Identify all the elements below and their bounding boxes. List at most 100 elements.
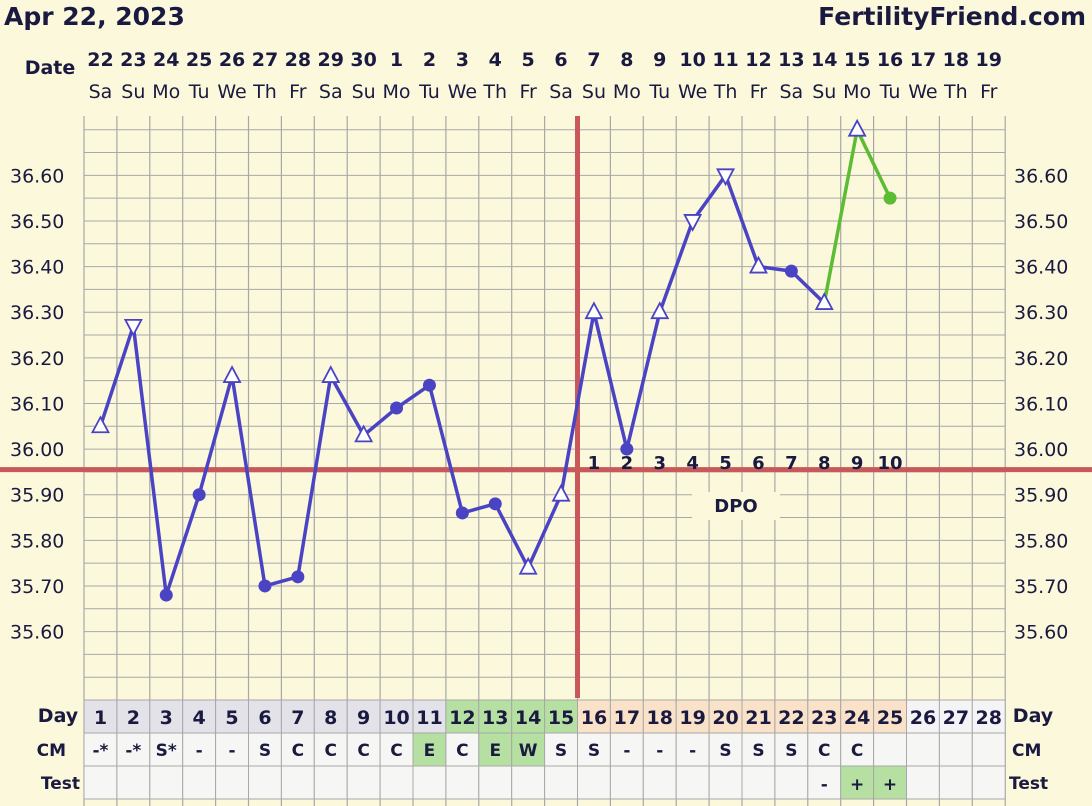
day-cell	[215, 699, 250, 734]
day-number: 2	[127, 707, 140, 729]
y-tick-right: 36.00	[1014, 439, 1068, 461]
day-number: 23	[811, 707, 837, 729]
day-cell	[445, 699, 480, 734]
cm-cell	[215, 732, 250, 767]
temperature-point	[620, 442, 634, 456]
y-tick-right: 36.30	[1014, 302, 1068, 324]
y-tick-right: 35.90	[1014, 485, 1068, 507]
dpo-number: 10	[878, 453, 903, 474]
day-number: 28	[976, 707, 1002, 729]
cm-value: -*	[92, 741, 108, 761]
temperature-point-open	[716, 168, 736, 187]
cm-value: C	[357, 741, 369, 761]
weekday-label: Tu	[418, 81, 440, 103]
test-cell	[708, 765, 743, 800]
day-cell	[313, 699, 348, 734]
cm-value: -	[229, 741, 236, 761]
day-number: 22	[778, 707, 804, 729]
weekday-label: Fr	[750, 81, 768, 103]
date-label: 17	[910, 49, 936, 71]
date-label: 5	[522, 49, 535, 71]
date-label: 10	[679, 49, 705, 71]
date-label: 9	[653, 49, 666, 71]
test-cell	[215, 765, 250, 800]
date-label: 8	[620, 49, 633, 71]
chart-lines	[0, 116, 1092, 698]
temperature-point-open	[222, 365, 242, 383]
weekday-label: Th	[252, 81, 277, 103]
cm-value: S*	[156, 741, 177, 761]
cm-value: C	[292, 741, 304, 761]
date-label: 12	[745, 49, 771, 71]
day-number: 21	[745, 707, 771, 729]
y-tick-left: 36.50	[10, 211, 64, 233]
day-number: 24	[844, 707, 870, 729]
test-cell	[478, 765, 513, 800]
date-label: 24	[153, 49, 179, 71]
date-label: 18	[943, 49, 969, 71]
test-cell	[544, 765, 578, 800]
y-axis-ticks: 36.60 36.60 36.50 36.50 36.40 36.40 36.30 36.30…	[10, 165, 1068, 643]
y-tick-left: 36.60	[10, 165, 64, 187]
y-tick-left: 36.20	[10, 348, 64, 370]
day-cell	[675, 699, 710, 734]
cm-cell	[873, 732, 907, 767]
cm-cell	[741, 732, 776, 767]
weekday-label: Su	[352, 81, 376, 103]
test-cell	[511, 765, 546, 800]
date-label: 14	[811, 49, 837, 71]
cm-value: C	[390, 741, 402, 761]
test-cell	[741, 765, 776, 800]
weekday-label: Th	[943, 81, 968, 103]
weekday-label: Tu	[879, 81, 901, 103]
cm-cell	[313, 732, 348, 767]
day-number: 7	[291, 707, 304, 729]
cm-value: S	[752, 741, 764, 761]
cm-cell	[544, 732, 578, 767]
test-value: +	[850, 775, 864, 795]
y-tick-right: 36.40	[1014, 257, 1068, 279]
cm-value: S	[259, 741, 271, 761]
day-number: 19	[679, 707, 705, 729]
test-cell	[938, 765, 973, 800]
weekday-label: Sa	[549, 81, 573, 103]
weekday-label: Th	[713, 81, 738, 103]
day-number: 9	[357, 707, 370, 729]
weekday-label: Mo	[613, 81, 641, 103]
test-cell	[116, 765, 151, 800]
day-cell	[807, 699, 842, 734]
weekday-label: We	[908, 81, 937, 103]
test-cell	[774, 765, 809, 800]
cm-cell	[906, 732, 940, 767]
weekday-label: Fr	[980, 81, 998, 103]
day-number: 4	[193, 707, 206, 729]
test-cell	[280, 765, 315, 800]
day-cell	[511, 699, 546, 734]
temperature-point-open	[90, 415, 110, 434]
day-number: 27	[943, 707, 969, 729]
day-number: 11	[416, 707, 442, 729]
weekday-label: Su	[582, 81, 606, 103]
y-tick-right: 35.70	[1014, 576, 1068, 598]
y-tick-left: 36.40	[10, 257, 64, 279]
temperature-point-open	[650, 301, 670, 320]
test-row-label-right: Test	[1009, 774, 1048, 794]
date-label: 26	[219, 49, 245, 71]
day-number: 20	[712, 707, 738, 729]
temperature-point-open	[748, 255, 768, 274]
test-value: -	[821, 775, 828, 795]
weekday-label: Mo	[152, 81, 180, 103]
day-cell	[412, 699, 447, 734]
y-tick-left: 35.80	[10, 530, 64, 552]
temperature-point-open	[847, 118, 867, 137]
date-row-label: Date	[25, 57, 76, 79]
date-label: 27	[252, 49, 278, 71]
day-cell	[938, 699, 973, 734]
cm-value: -*	[125, 741, 141, 761]
temperature-point	[455, 506, 469, 520]
cm-value: -	[623, 741, 630, 761]
date-label: 29	[318, 49, 344, 71]
cm-value: C	[818, 741, 830, 761]
cm-cell	[346, 732, 381, 767]
day-cell	[83, 699, 118, 734]
